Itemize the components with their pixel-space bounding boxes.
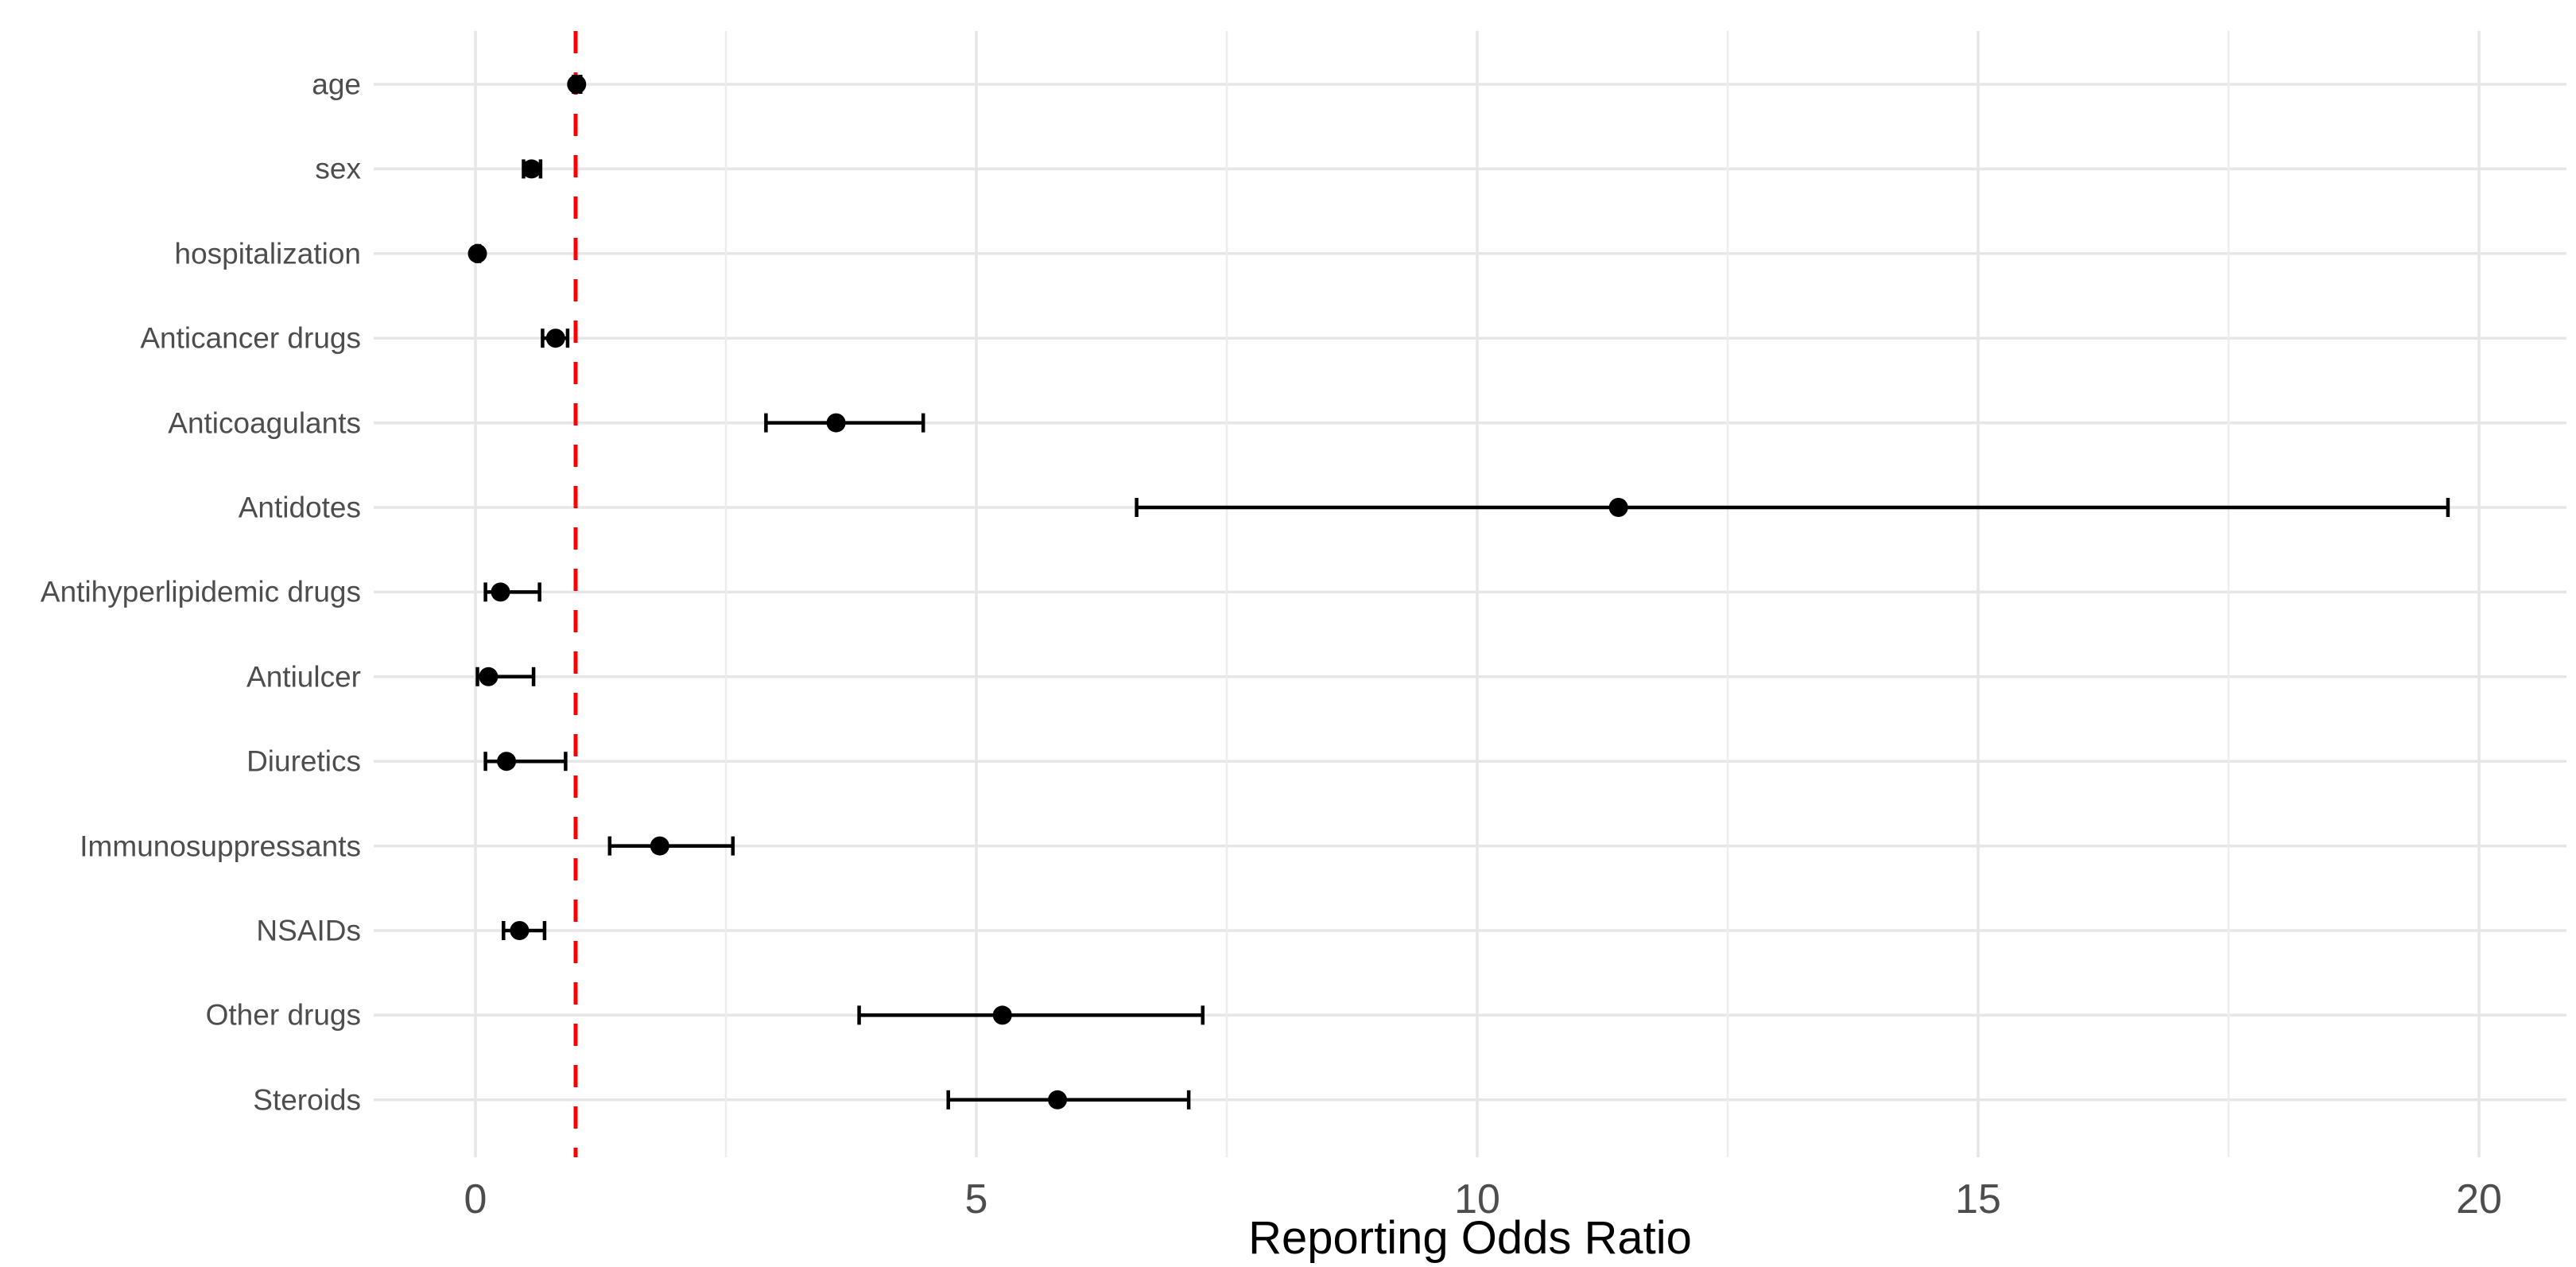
point-estimate — [567, 75, 587, 94]
y-axis-label: sex — [315, 152, 361, 185]
y-axis-label: age — [312, 68, 361, 101]
point-estimate — [1608, 498, 1628, 517]
point-estimate — [510, 921, 530, 940]
point-estimate — [826, 413, 846, 433]
y-axis-label: Anticoagulants — [168, 406, 361, 440]
y-axis-label: Anticancer drugs — [140, 321, 361, 355]
y-axis-label: Antidotes — [238, 491, 361, 524]
y-axis-label: Antihyperlipidemic drugs — [40, 575, 361, 608]
point-estimate — [545, 328, 565, 348]
y-axis-label: Steroids — [253, 1083, 361, 1117]
point-estimate — [479, 667, 499, 686]
x-tick-label: 5 — [964, 1176, 988, 1222]
plot-panel — [374, 31, 2566, 1157]
point-estimate — [491, 582, 510, 602]
point-estimate — [497, 752, 517, 771]
x-tick-label: 10 — [1454, 1176, 1500, 1222]
y-axis-label: Other drugs — [205, 998, 361, 1032]
x-axis-title: Reporting Odds Ratio — [1248, 1212, 1692, 1264]
y-axis-label: Antiulcer — [246, 660, 361, 694]
point-estimate — [650, 836, 669, 856]
y-axis-label: NSAIDs — [256, 914, 361, 947]
point-estimate — [1048, 1090, 1068, 1110]
x-tick-label: 20 — [2456, 1176, 2502, 1222]
y-axis-label: Immunosuppressants — [80, 830, 361, 863]
x-tick-label: 15 — [1955, 1176, 2001, 1222]
point-estimate — [467, 243, 487, 263]
y-axis-label: Diuretics — [246, 744, 361, 778]
point-estimate — [992, 1005, 1012, 1025]
point-estimate — [522, 159, 541, 179]
y-axis-label: hospitalization — [174, 237, 361, 270]
x-tick-label: 0 — [464, 1176, 487, 1222]
